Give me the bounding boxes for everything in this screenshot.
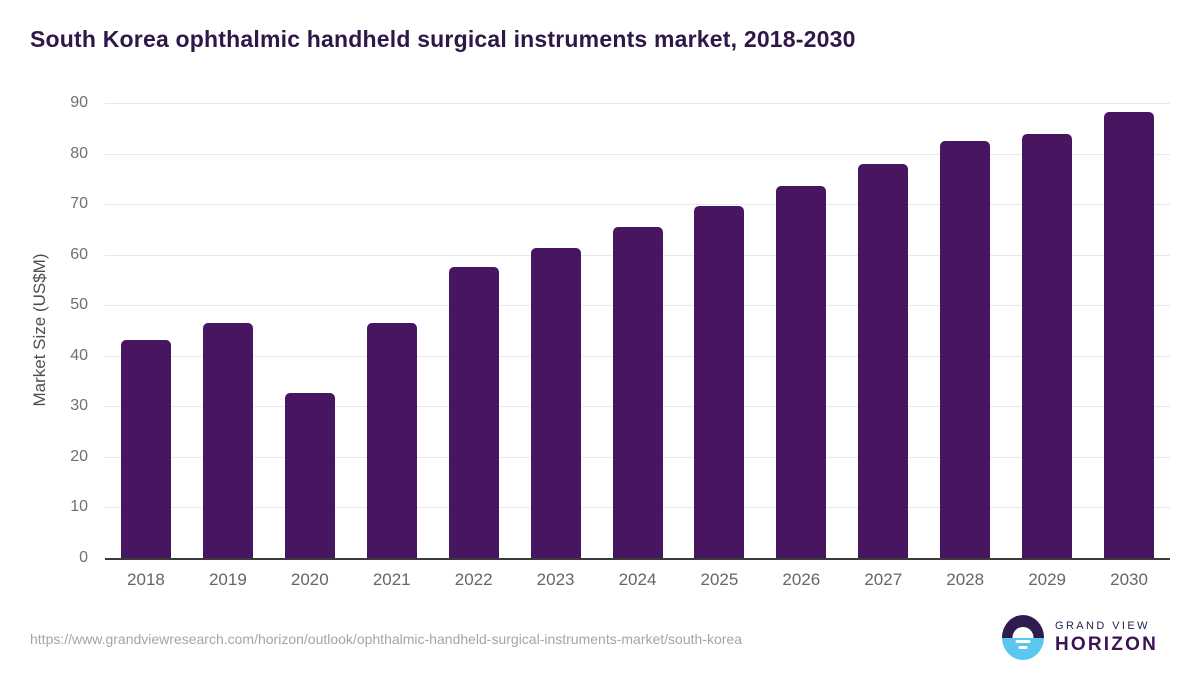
x-tick-label-2024: 2024 [618,570,657,589]
gridline-y-90 [105,103,1170,104]
y-axis-title: Market Size (US$M) [30,253,49,407]
y-tick-label-40: 40 [70,346,88,364]
x-tick-label-2030: 2030 [1110,570,1148,589]
x-tick-label-2028: 2028 [946,570,985,589]
bar-2026[interactable] [776,185,827,558]
bar-2027[interactable] [858,163,909,558]
x-tick-label-2027: 2027 [864,570,903,589]
y-tick-label-20: 20 [70,447,88,465]
gridline-y-80 [105,153,1170,155]
y-tick-label-0: 0 [79,549,88,566]
source-url: https://www.grandviewresearch.com/horizo… [30,631,742,647]
bar-2022[interactable] [448,267,499,558]
x-tick-label-2026: 2026 [782,570,821,589]
y-tick-label-50: 50 [70,296,88,314]
x-tick-label-2022: 2022 [454,570,493,589]
bar-2028[interactable] [940,141,991,558]
bar-2019[interactable] [202,322,253,558]
x-tick-label-2021: 2021 [372,570,411,589]
x-tick-label-2025: 2025 [700,570,739,589]
logo-text-grand-view: GRAND VIEW [1054,619,1150,632]
chart-title: South Korea ophthalmic handheld surgical… [30,26,856,52]
y-tick-label-30: 30 [70,397,88,415]
logo-text: GRAND VIEW HORIZON [1055,620,1158,656]
x-tick-label-2018: 2018 [127,570,165,589]
logo-sun-arch [1012,626,1034,638]
logo-wave-line-2 [1018,646,1028,649]
x-tick-label-2020: 2020 [290,570,329,589]
bar-2018[interactable] [120,339,171,558]
bar-2020[interactable] [284,393,335,558]
bar-2023[interactable] [530,248,581,558]
grand-view-horizon-logo: GRAND VIEW HORIZON [1001,615,1158,660]
bar-2024[interactable] [612,227,663,558]
bar-2025[interactable] [694,206,745,558]
horizon-sun-icon [1001,615,1044,660]
plot-area [105,103,1170,560]
bar-2021[interactable] [366,322,417,558]
y-tick-label-70: 70 [70,195,88,213]
bar-2030[interactable] [1104,111,1155,558]
y-tick-label-60: 60 [70,245,88,263]
logo-text-horizon: HORIZON [1054,633,1158,655]
y-tick-label-90: 90 [70,94,88,111]
bar-2029[interactable] [1022,134,1073,558]
y-tick-label-80: 80 [70,144,88,162]
x-tick-label-2019: 2019 [208,570,247,589]
x-tick-label-2023: 2023 [536,570,575,589]
y-tick-label-10: 10 [70,498,88,516]
gridline-y-70 [105,204,1170,206]
logo-wave-line-1 [1015,640,1031,643]
x-tick-label-2029: 2029 [1028,570,1067,589]
